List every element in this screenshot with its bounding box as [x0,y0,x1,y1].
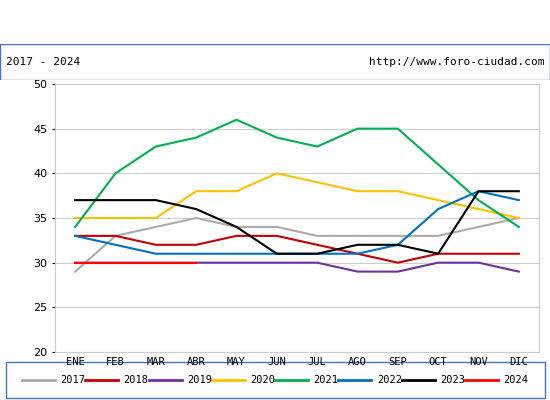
Text: 2017: 2017 [60,375,85,385]
Text: 2018: 2018 [124,375,148,385]
Text: 2019: 2019 [187,375,212,385]
FancyBboxPatch shape [0,44,550,80]
Text: 2024: 2024 [503,375,528,385]
Text: 2023: 2023 [440,375,465,385]
Text: 2022: 2022 [377,375,402,385]
Text: Evolucion del paro registrado en Sierra Engarcerán: Evolucion del paro registrado en Sierra … [47,14,503,30]
Text: 2017 - 2024: 2017 - 2024 [6,57,80,67]
Text: 2020: 2020 [250,375,275,385]
Text: 2021: 2021 [314,375,338,385]
FancyBboxPatch shape [6,362,544,398]
Text: http://www.foro-ciudad.com: http://www.foro-ciudad.com [369,57,544,67]
